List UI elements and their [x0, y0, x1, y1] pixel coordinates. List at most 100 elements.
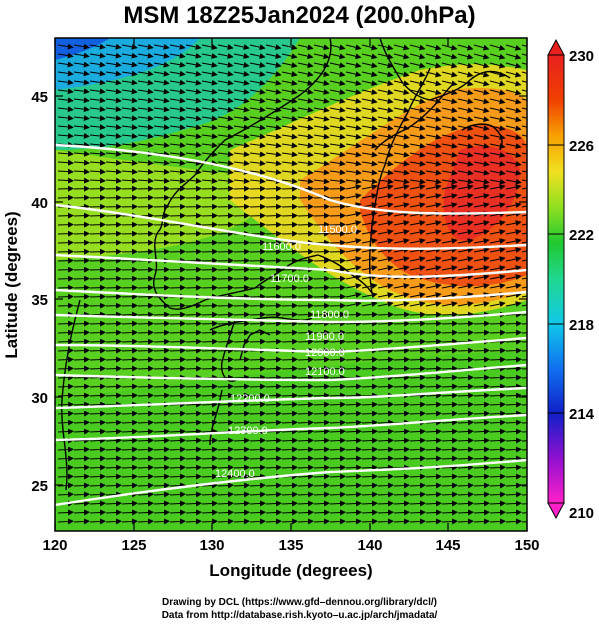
wind-vector [137, 509, 154, 516]
wind-vector [217, 401, 234, 408]
wind-vector [457, 202, 474, 209]
wind-vector [393, 509, 410, 516]
wind-vector [489, 169, 506, 176]
wind-vector [249, 311, 266, 318]
wind-vector [425, 169, 442, 176]
wind-vector [377, 229, 394, 236]
wind-vector [377, 247, 394, 254]
wind-vector [137, 185, 154, 192]
wind-vector [345, 464, 362, 471]
wind-vector [73, 482, 90, 489]
wind-vector [185, 194, 202, 201]
colorbar: 230 226 222 218 214 210 [547, 38, 595, 522]
wind-vector [329, 437, 346, 444]
wind-vector [265, 194, 282, 201]
wind-vector [329, 230, 346, 237]
wind-vector [57, 52, 74, 59]
wind-vector [409, 473, 426, 480]
wind-vector [489, 193, 506, 200]
wind-vector [297, 275, 314, 282]
wind-vector [233, 383, 250, 390]
wind-vector [377, 320, 394, 327]
wind-vector [505, 356, 522, 363]
wind-vector [393, 256, 410, 263]
wind-vector [153, 473, 170, 480]
wind-vector [265, 320, 282, 327]
wind-vector [489, 301, 506, 308]
wind-vector [73, 338, 90, 345]
y-tick-35: 35 [31, 292, 48, 309]
wind-vector [409, 392, 426, 399]
wind-vector [185, 311, 202, 318]
wind-vector [153, 43, 170, 50]
wind-vector [169, 151, 186, 158]
wind-vector [281, 464, 298, 471]
wind-vector [361, 365, 378, 372]
wind-vector [281, 383, 298, 390]
wind-vector [329, 194, 346, 201]
wind-vector [377, 62, 394, 69]
wind-vector [377, 184, 394, 191]
wind-vector [169, 212, 186, 219]
wind-vector [265, 392, 282, 399]
wind-vector [361, 53, 378, 60]
wind-vector [57, 275, 74, 282]
wind-vector [457, 446, 474, 453]
wind-vector [185, 473, 202, 480]
wind-vector [473, 383, 490, 390]
wind-vector [361, 160, 378, 167]
wind-vector [521, 431, 527, 433]
wind-vector [329, 500, 346, 507]
wind-vector [521, 304, 527, 307]
wind-vector [425, 202, 442, 209]
wind-vector [153, 437, 170, 444]
wind-vector [265, 491, 282, 498]
wind-vector [505, 311, 522, 318]
wind-vector [265, 97, 282, 104]
wind-vector [153, 392, 170, 399]
wind-vector [361, 169, 378, 176]
wind-vector [73, 464, 90, 471]
wind-vector [473, 142, 490, 149]
wind-vector [489, 178, 506, 185]
wind-vector [217, 212, 234, 219]
wind-vector [121, 203, 138, 210]
wind-vector [249, 320, 266, 327]
wind-vector [329, 518, 346, 525]
wind-vector [153, 248, 170, 255]
y-tick-45: 45 [31, 89, 48, 106]
wind-vector [153, 88, 170, 95]
wind-vector [473, 509, 490, 516]
wind-vector [185, 437, 202, 444]
wind-vector [281, 194, 298, 201]
wind-vector [441, 169, 458, 176]
wind-vector [297, 124, 314, 131]
wind-vector [121, 79, 138, 86]
wind-vector [377, 265, 394, 272]
wind-vector [121, 446, 138, 453]
wind-vector [217, 383, 234, 390]
wind-vector [281, 446, 298, 453]
contour-label-12400: 12400.0 [215, 468, 255, 480]
wind-vector [297, 71, 314, 78]
wind-vector [233, 203, 250, 210]
wind-vector [393, 401, 410, 408]
wind-vector [89, 491, 106, 498]
wind-vector [185, 79, 202, 86]
wind-vector [153, 79, 170, 86]
wind-vector [249, 401, 266, 408]
wind-vector [169, 61, 186, 68]
wind-vector [153, 500, 170, 507]
wind-vector [217, 178, 234, 184]
wind-vector [329, 509, 346, 516]
wind-vector [377, 124, 394, 131]
wind-vector [377, 509, 394, 516]
wind-vector [393, 98, 410, 105]
wind-vector [425, 374, 442, 381]
wind-vector [89, 115, 106, 122]
wind-vector [265, 500, 282, 507]
wind-vector [329, 203, 346, 210]
wind-vector [329, 284, 346, 291]
wind-vector [153, 365, 170, 372]
wind-vector [393, 473, 410, 480]
